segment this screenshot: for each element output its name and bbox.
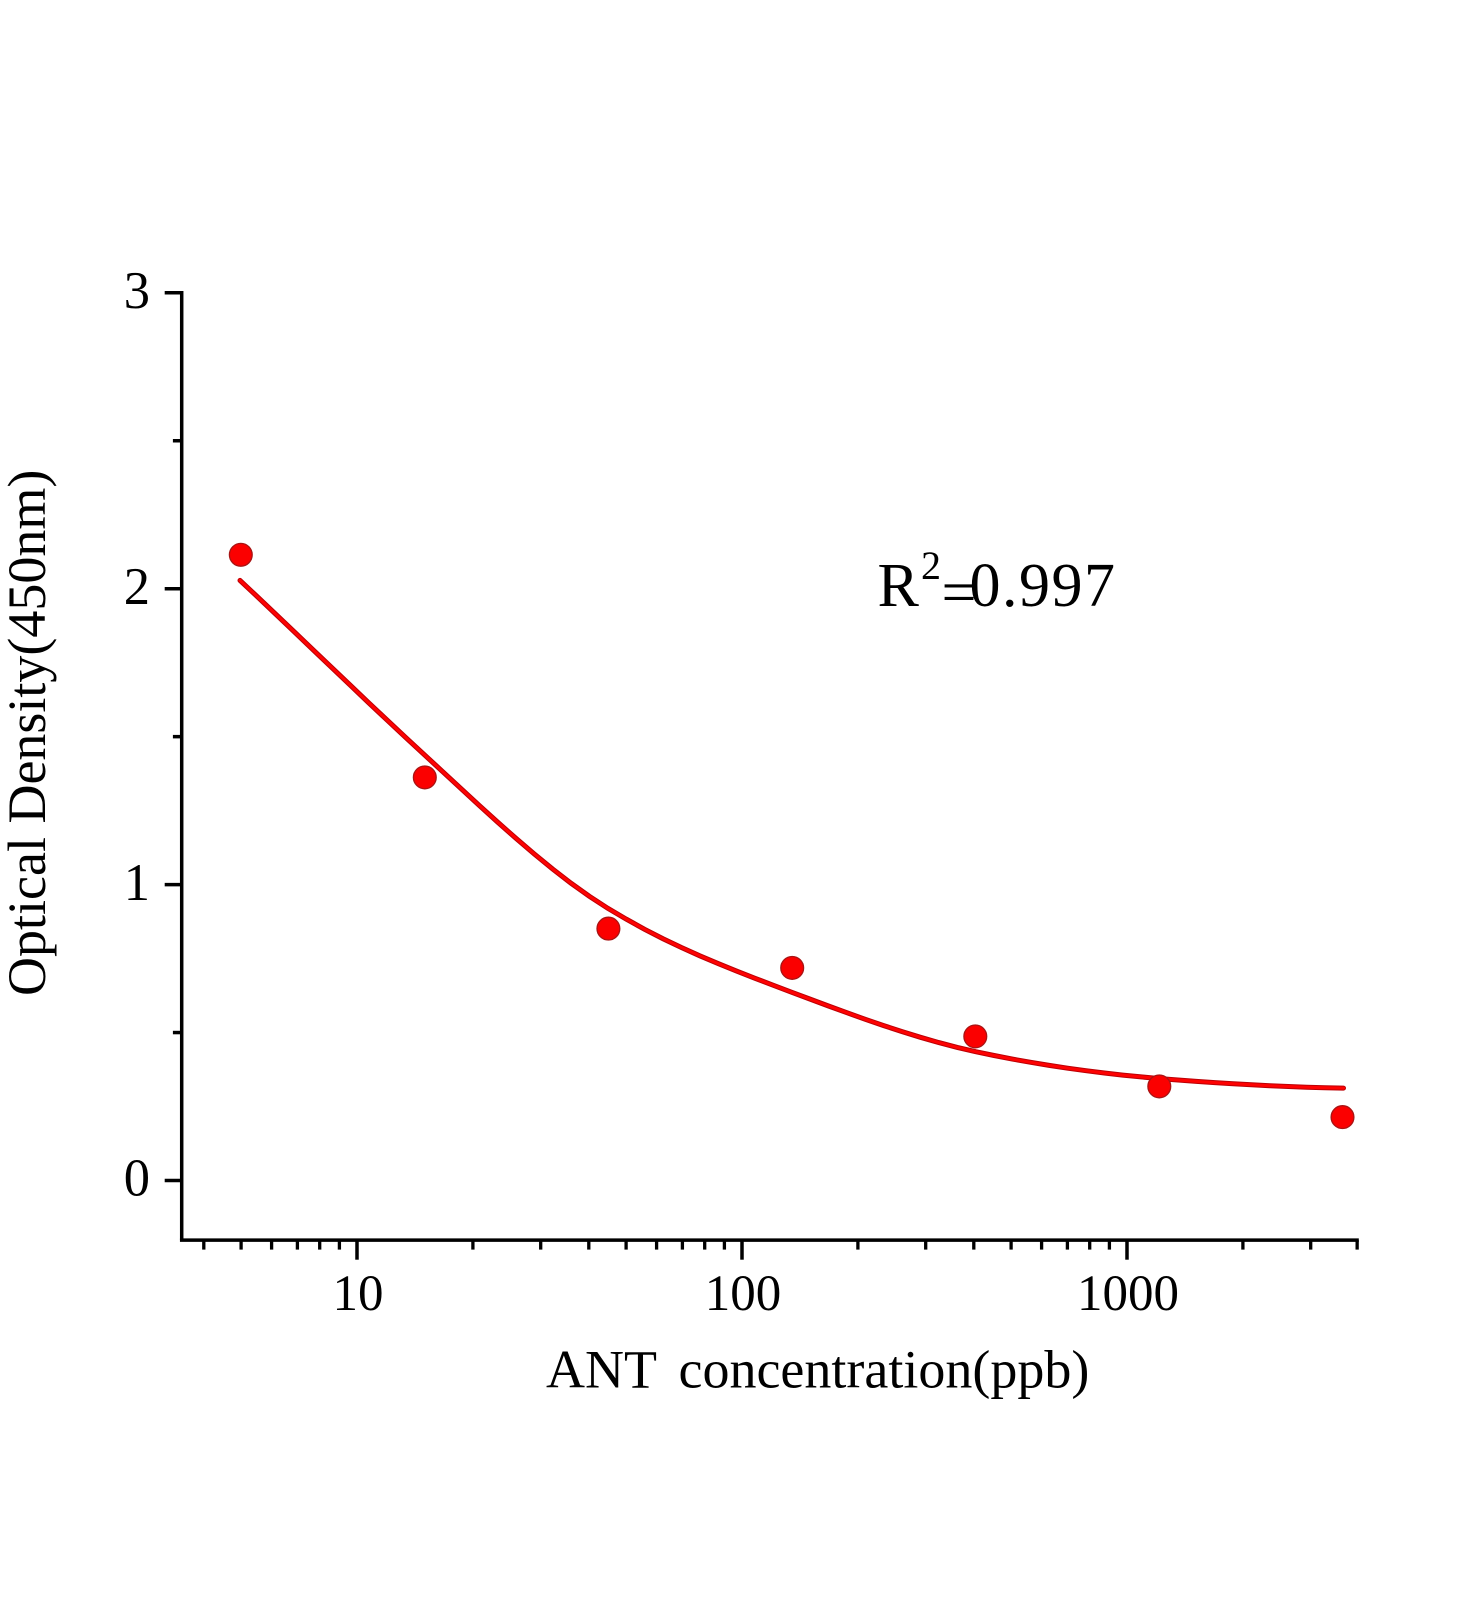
- svg-text:10: 10: [333, 1266, 384, 1322]
- svg-text:100: 100: [705, 1266, 782, 1322]
- svg-text:3: 3: [124, 262, 150, 320]
- svg-text:0.997: 0.997: [970, 552, 1117, 620]
- svg-text:=: =: [942, 559, 977, 627]
- svg-text:R: R: [878, 552, 920, 620]
- svg-text:2: 2: [124, 558, 150, 616]
- svg-text:concentration(ppb): concentration(ppb): [679, 1340, 1090, 1400]
- svg-text:1: 1: [124, 854, 150, 912]
- svg-text:1000: 1000: [1077, 1266, 1179, 1322]
- svg-text:0: 0: [124, 1150, 150, 1208]
- svg-text:ANT: ANT: [546, 1340, 657, 1400]
- svg-text:2: 2: [921, 543, 941, 588]
- svg-text:Optical Density(450nm): Optical Density(450nm): [0, 470, 57, 996]
